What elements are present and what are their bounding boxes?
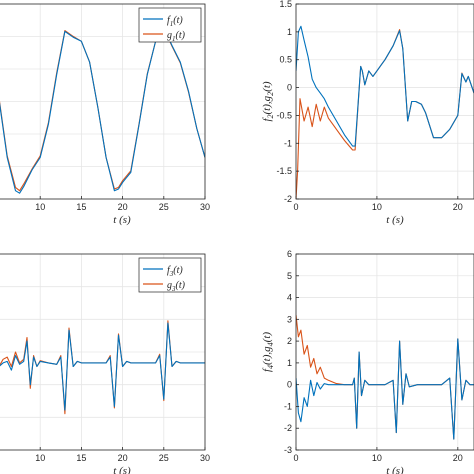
y-label-part-c: (t)	[261, 81, 273, 92]
x-tick-label: 10	[35, 202, 45, 212]
series-lines	[296, 25, 474, 199]
y-label-sub-b: 2	[266, 92, 275, 96]
grid	[295, 253, 474, 451]
x-tick-label: 25	[159, 453, 169, 463]
y-tick-label: -0.5	[276, 110, 292, 120]
legend-entry: g3(t)	[167, 280, 186, 293]
legend-box	[138, 257, 202, 293]
x-axis-label: t (s)	[386, 214, 404, 226]
y-tick-label: -1	[284, 138, 292, 148]
x-axis-label: t (s)	[113, 465, 131, 474]
x-tick-label: 10	[372, 453, 382, 463]
legend-entry: f3(t)	[167, 265, 183, 278]
y-tick-label: 5	[287, 271, 292, 281]
x-tick-label: 25	[159, 202, 169, 212]
y-tick-label: -1.5	[276, 166, 292, 176]
x-tick-label: 10	[35, 453, 45, 463]
y-label-sub-a: 4	[266, 365, 275, 369]
plot-frame	[0, 3, 206, 200]
plot-frame	[295, 253, 474, 451]
legend-entry: g1(t)	[167, 30, 186, 43]
series-line-g2t	[296, 29, 474, 199]
x-tick-label: 20	[453, 453, 463, 463]
x-tick-label: 15	[76, 202, 86, 212]
x-tick-label: 0	[293, 202, 298, 212]
ticks: 0 10 20 -2 -1.5 -1 -0.5 0 0.5 1 1.5	[276, 0, 462, 212]
legend-entry: f1(t)	[167, 15, 183, 28]
x-tick-label: 30	[200, 202, 210, 212]
y-tick-label: 1	[287, 358, 292, 368]
ticks: 10 15 20 25 30	[35, 447, 210, 463]
y-label-part-a: f	[261, 117, 273, 122]
y-tick-label: 2	[287, 336, 292, 346]
y-tick-label: 0.5	[279, 55, 292, 65]
ticks: 0 10 20 -3 -2 -1 0 1 2 3 4 5 6	[284, 249, 463, 463]
panel-f3-g3: 10 15 20 25 30 t (s) f3(t) g3(t)	[0, 253, 210, 474]
x-axis-label: t (s)	[386, 465, 404, 474]
y-axis-label: f4(t),g4(t)	[261, 332, 275, 372]
y-tick-label: 6	[287, 249, 292, 259]
x-tick-label: 15	[76, 453, 86, 463]
ticks: 10 15 20 25 30	[35, 196, 210, 212]
y-tick-label: -2	[284, 194, 292, 204]
panel-f1-g1: 10 15 20 25 30 t (s) f1(t) g1(t)	[0, 3, 210, 226]
grid	[295, 3, 474, 200]
y-axis-label: f2(t),g2(t)	[261, 81, 275, 121]
y-label-part-b: (t),g	[261, 346, 273, 365]
y-label-part-a: f	[261, 367, 273, 372]
legend: f3(t) g3(t)	[138, 257, 202, 293]
y-label-part-b: (t),g	[261, 95, 273, 114]
series-line-g3t	[0, 320, 205, 415]
x-tick-label: 0	[293, 453, 298, 463]
y-tick-label: 0	[287, 380, 292, 390]
panel-f2-g2: 0 10 20-2-1.5-1-0.500.511.5 t (s) f2(t),g2…	[261, 0, 474, 226]
series-lines	[0, 26, 205, 194]
y-tick-label: 1	[287, 27, 292, 37]
plot-frame	[0, 253, 206, 451]
y-tick-label: 0	[287, 83, 292, 93]
series-line-f4t	[296, 338, 474, 440]
series-line-f2t	[296, 25, 474, 147]
y-label-sub-a: 2	[266, 114, 275, 118]
series-lines	[296, 314, 474, 440]
legend: f1(t) g1(t)	[138, 7, 202, 43]
y-label-part-c: (t)	[261, 332, 273, 343]
y-tick-label: 4	[287, 293, 292, 303]
series-line-f1t	[0, 26, 205, 194]
legend-box	[138, 7, 202, 43]
x-tick-label: 10	[372, 202, 382, 212]
x-tick-label: 20	[118, 453, 128, 463]
y-tick-label: -3	[284, 445, 292, 455]
y-tick-label: -1	[284, 401, 292, 411]
y-tick-label: 3	[287, 314, 292, 324]
x-tick-label: 20	[453, 202, 463, 212]
x-tick-label: 20	[118, 202, 128, 212]
y-label-sub-b: 4	[266, 342, 275, 346]
series-line-f3t	[0, 322, 205, 411]
series-lines	[0, 320, 205, 415]
x-tick-label: 30	[200, 453, 210, 463]
series-line-g4t	[296, 314, 474, 440]
x-axis-label: t (s)	[113, 214, 131, 226]
plot-frame	[295, 3, 474, 200]
y-tick-label: -2	[284, 423, 292, 433]
y-tick-label: 1.5	[279, 0, 292, 9]
